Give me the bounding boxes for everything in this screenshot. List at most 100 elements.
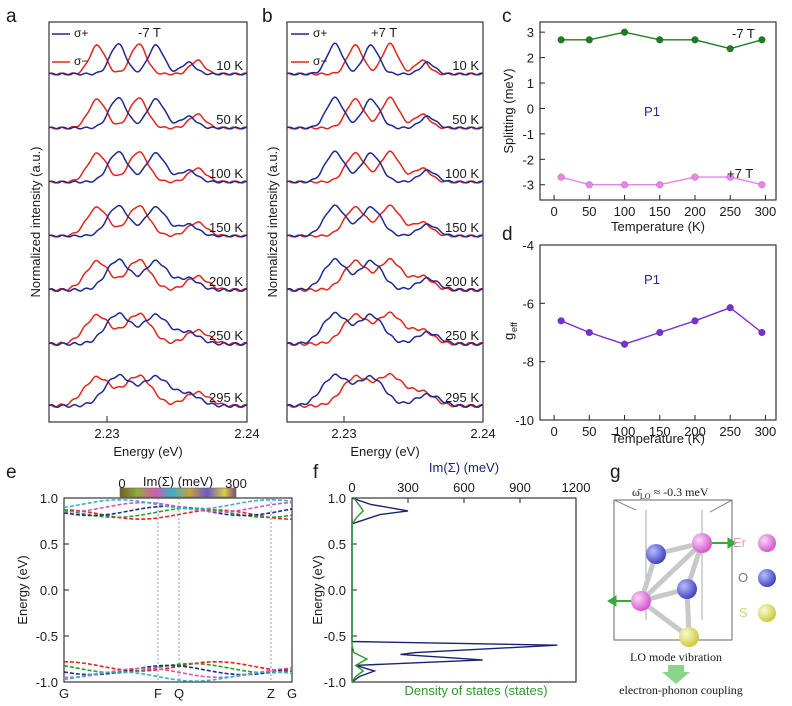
k-point-label: Z (267, 686, 275, 701)
data-point (620, 181, 629, 189)
y-tick-label: -1 (522, 127, 534, 142)
panel-a-ylabel: Normalized intensity (a.u.) (28, 147, 43, 298)
temperature-label: 150 K (209, 220, 243, 235)
panel-d-ylabel: g eff (501, 322, 519, 340)
y-tick-label: -1.0 (36, 675, 58, 690)
x-tick-label: 150 (649, 424, 671, 439)
data-point (620, 28, 629, 36)
panel-b-temperature-labels: 10 K 50 K 100 K 150 K 200 K 250 K 295 K (445, 58, 479, 405)
conduction-band (63, 498, 293, 510)
panel-e-colorbar-min: 0 (118, 476, 125, 491)
y-tick-label: -10 (515, 413, 534, 428)
spectrum-sigma-plus-295K (286, 373, 484, 408)
y-tick-label: 1.0 (328, 491, 346, 506)
panel-g-down-arrow (662, 665, 690, 684)
spectrum-sigma-plus-150K (286, 204, 484, 238)
panel-a: a σ+ σ− -7 T 10 K 50 K 100 K 150 K 200 K 250 … (6, 6, 260, 459)
panel-d: d 0 50 100 150 200 250 300 -4 -6 -8 -10 P1 Tempera… (501, 224, 777, 446)
y-tick-label: -8 (522, 355, 534, 370)
y-tick-label: -0.5 (36, 629, 58, 644)
panel-g-omega-sub: LO (640, 492, 651, 501)
panel-b-ylabel: Normalized intensity (a.u.) (265, 147, 280, 298)
spectrum-sigma-plus-295K (48, 373, 248, 409)
y-tick-label: 0.0 (40, 583, 58, 598)
data-point (557, 36, 565, 44)
panel-g-label: g (610, 462, 621, 483)
data-point (758, 181, 766, 189)
panel-g-legend-swatch-Er (758, 534, 776, 552)
panel-g-legend: Er O S (733, 534, 776, 622)
panel-f-ticks: 0 300 600 900 1200 1.0 0.5 0.0 -0.5 -1.0 (324, 480, 591, 690)
temperature-label: 10 K (216, 58, 243, 73)
panel-c-series (557, 28, 766, 189)
panel-e-colorbar (119, 487, 237, 498)
data-point (656, 36, 664, 44)
panel-g-legend-Er: Er (733, 535, 747, 550)
temperature-label: 150 K (445, 220, 479, 235)
panel-c-series-label-plus7T: +7 T (727, 166, 753, 181)
panel-d-ylabel-main: g (501, 333, 516, 340)
panel-a-spectra (48, 42, 248, 409)
x-tick-label: 50 (582, 204, 596, 219)
data-point (691, 173, 699, 181)
y-tick-label: 0 (527, 101, 534, 116)
temperature-label: 250 K (445, 328, 479, 343)
panel-a-frame (48, 21, 248, 423)
x-tick-label: 50 (582, 424, 596, 439)
spectrum-sigma-minus-150K (286, 204, 484, 238)
panel-e-title: Im(Σ) (meV) (143, 474, 213, 489)
panel-f: f Im(Σ) (meV) 0 300 600 900 1200 1.0 0.5 0.0 -0.… (310, 460, 590, 698)
k-point-label: Q (174, 686, 184, 701)
spectrum-sigma-minus-295K (286, 372, 484, 408)
x-tick-label: 0 (550, 204, 557, 219)
data-point (620, 340, 629, 348)
panel-c-ticks: 0 50 100 150 200 250 300 -3 -2 -1 0 1 2 3 (522, 25, 776, 219)
panel-b-label: b (262, 6, 273, 27)
spectrum-sigma-minus-250K (286, 311, 484, 346)
panel-d-series (557, 304, 766, 348)
panel-b-spectra (286, 42, 484, 408)
spectrum-sigma-minus-100K (48, 151, 248, 184)
data-point (585, 328, 593, 337)
panel-c-annotation: P1 (644, 104, 660, 119)
y-tick-label: -6 (522, 296, 534, 311)
data-point (656, 328, 664, 337)
panel-f-xlabel: Density of states (states) (404, 683, 547, 698)
panel-g-atom-O (646, 544, 666, 564)
temperature-label: 200 K (209, 274, 243, 289)
panel-a-xtick-label: 2.23 (94, 426, 119, 441)
data-point (691, 36, 699, 44)
spectrum-sigma-plus-50K (48, 97, 248, 130)
panel-e: e Im(Σ) (meV) 0 300 1.00.50.0-0.5-1.0G F Q… (6, 462, 297, 701)
spectrum-sigma-minus-10K (286, 42, 484, 76)
valence-band (63, 662, 293, 674)
valence-band (63, 671, 293, 682)
x-tick-label: 100 (614, 204, 636, 219)
temperature-label: 295 K (445, 390, 479, 405)
data-point (585, 181, 593, 189)
panel-f-top-xlabel: Im(Σ) (meV) (429, 460, 499, 475)
spectrum-sigma-plus-250K (48, 311, 248, 347)
top-x-tick-label: 0 (348, 480, 355, 495)
y-tick-label: 1 (527, 76, 534, 91)
y-tick-label: -0.5 (324, 629, 346, 644)
panel-f-label: f (313, 462, 319, 483)
spectrum-sigma-plus-250K (286, 311, 484, 346)
spectrum-sigma-plus-200K (286, 257, 484, 292)
panel-e-ylabel: Energy (eV) (15, 555, 30, 624)
panel-d-label: d (502, 224, 513, 245)
series-line (351, 497, 558, 683)
data-point (758, 328, 766, 337)
panel-g: g ω̄LO ≈ -0.3 meV (607, 462, 776, 697)
spectrum-sigma-plus-100K (48, 150, 248, 184)
temperature-label: 250 K (209, 328, 243, 343)
spectrum-sigma-plus-10K (48, 42, 248, 76)
x-tick-label: 250 (719, 204, 741, 219)
panel-g-cell-edge (613, 499, 637, 511)
spectrum-sigma-minus-200K (286, 257, 484, 292)
data-point (585, 36, 593, 44)
top-x-tick-label: 900 (509, 480, 531, 495)
temperature-label: 100 K (209, 166, 243, 181)
k-point-label: G (59, 686, 69, 701)
